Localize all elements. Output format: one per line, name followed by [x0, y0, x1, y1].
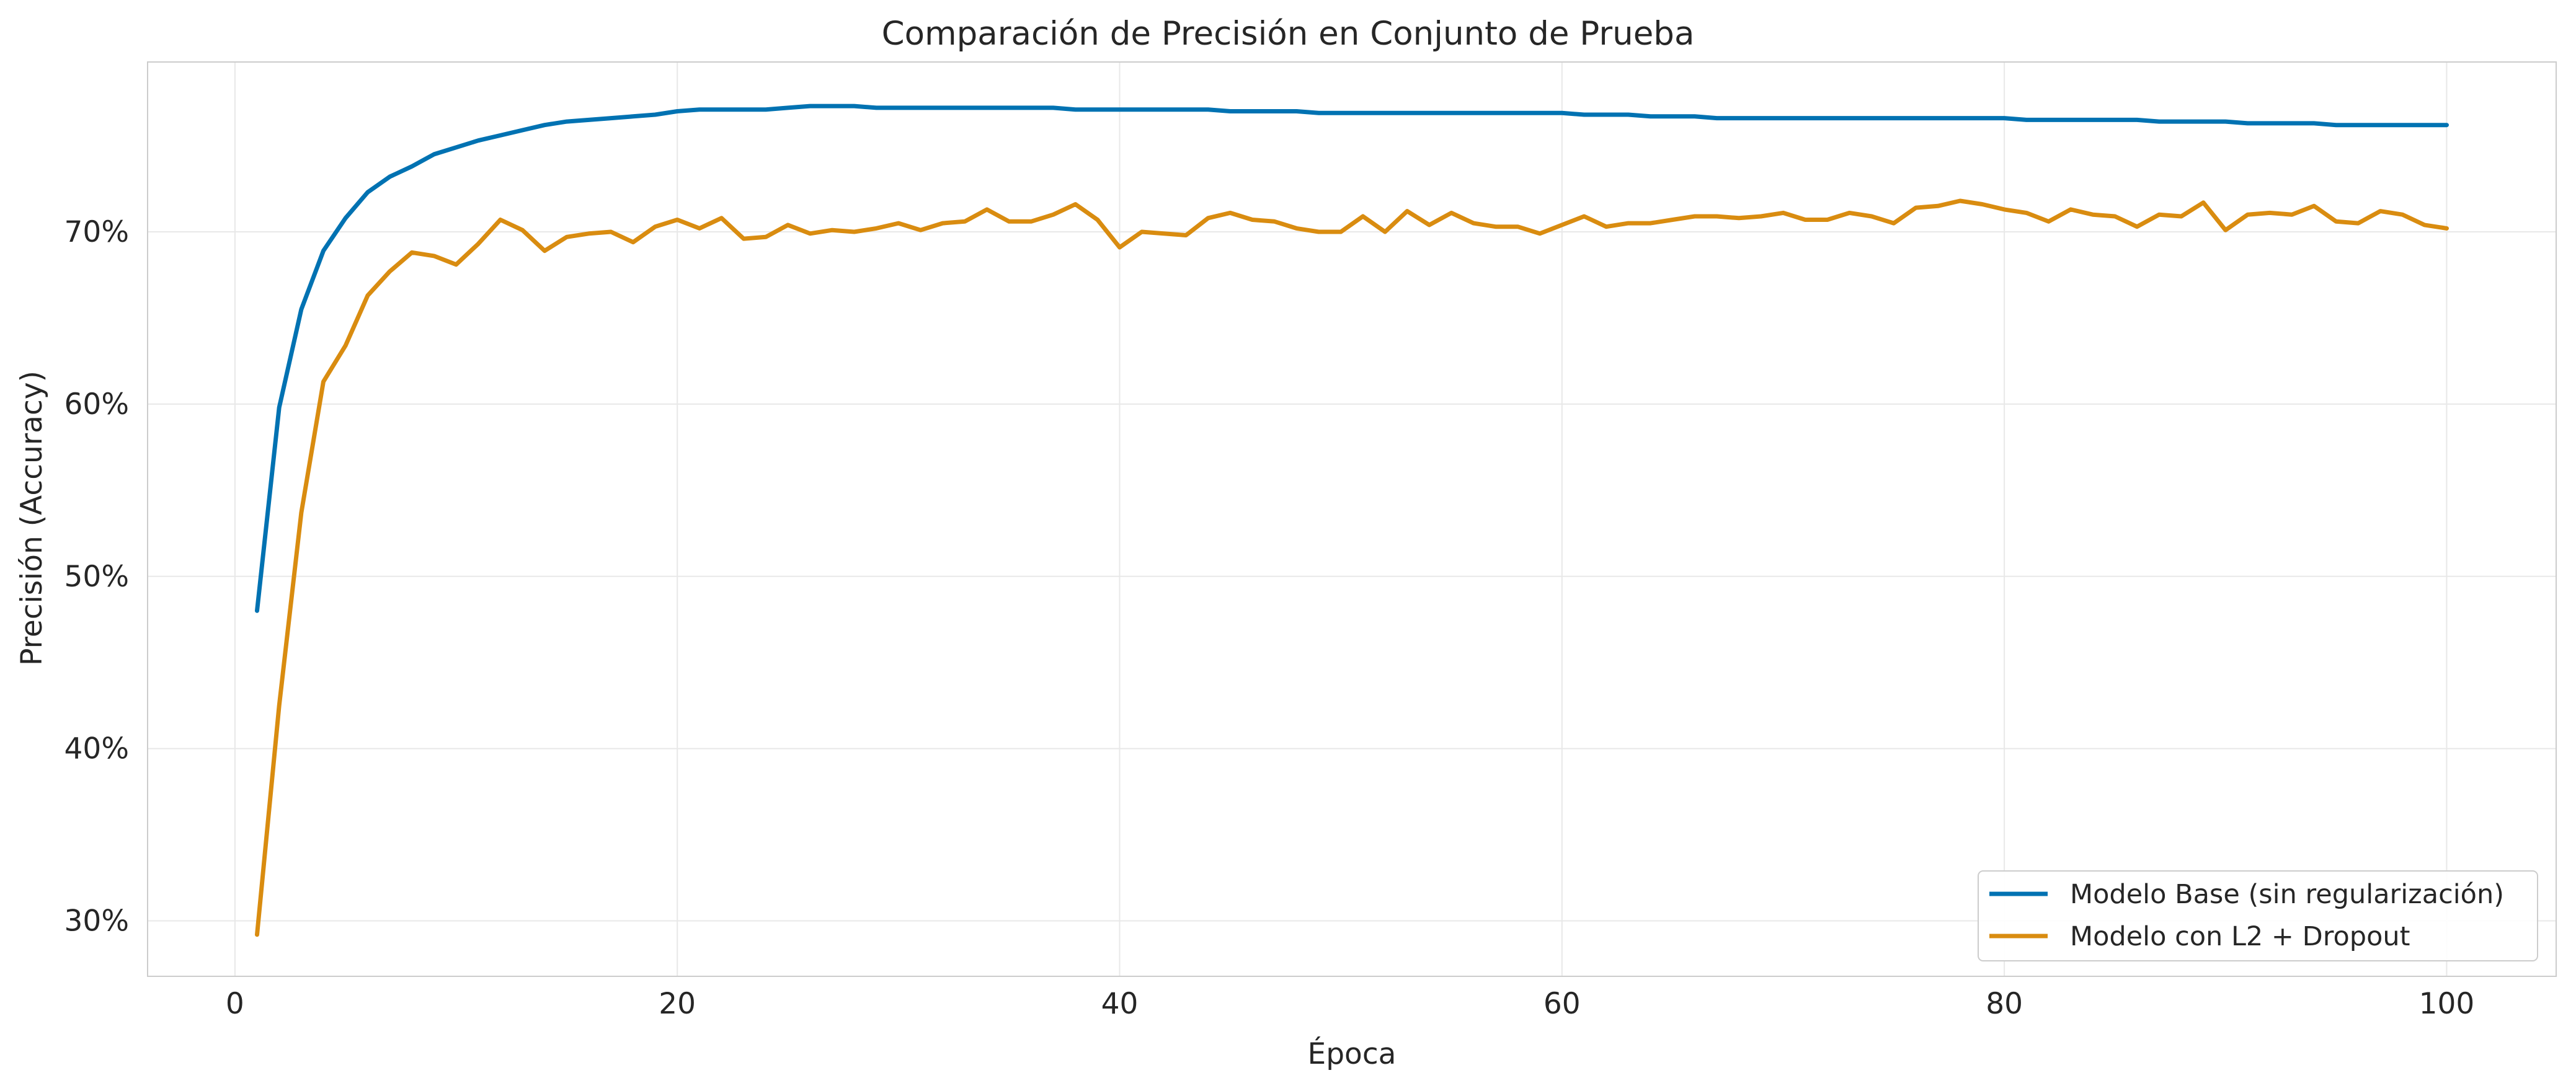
y-tick-label: 40% [64, 732, 129, 766]
legend-label-regularized: Modelo con L2 + Dropout [2070, 921, 2410, 952]
x-tick-label: 80 [1986, 987, 2023, 1021]
x-tick-label: 100 [2419, 987, 2475, 1021]
x-axis-label: Época [1308, 1037, 1397, 1071]
legend-box [1978, 870, 2538, 961]
x-tick-label: 40 [1101, 987, 1139, 1021]
legend-label-base: Modelo Base (sin regularización) [2070, 879, 2504, 910]
plot-area-frame [147, 61, 2557, 977]
y-tick-label: 30% [64, 904, 129, 939]
series-line-base [255, 104, 2449, 613]
x-tick-label: 60 [1543, 987, 1581, 1021]
tick-labels: 0 20 40 60 80 100 30% 40% 50% 60% 70% [64, 215, 2475, 1021]
legend: Modelo Base (sin regularización) Modelo … [1978, 870, 2538, 961]
series-lines [255, 104, 2449, 937]
series-line-regularized [255, 198, 2449, 937]
y-tick-label: 70% [64, 215, 129, 249]
y-tick-label: 50% [64, 560, 129, 594]
y-tick-label: 60% [64, 387, 129, 422]
x-tick-label: 20 [659, 987, 696, 1021]
y-axis-label: Precisión (Accuracy) [15, 371, 49, 666]
x-tick-label: 0 [226, 987, 244, 1021]
chart-title: Comparación de Precisión en Conjunto de … [882, 15, 1695, 53]
